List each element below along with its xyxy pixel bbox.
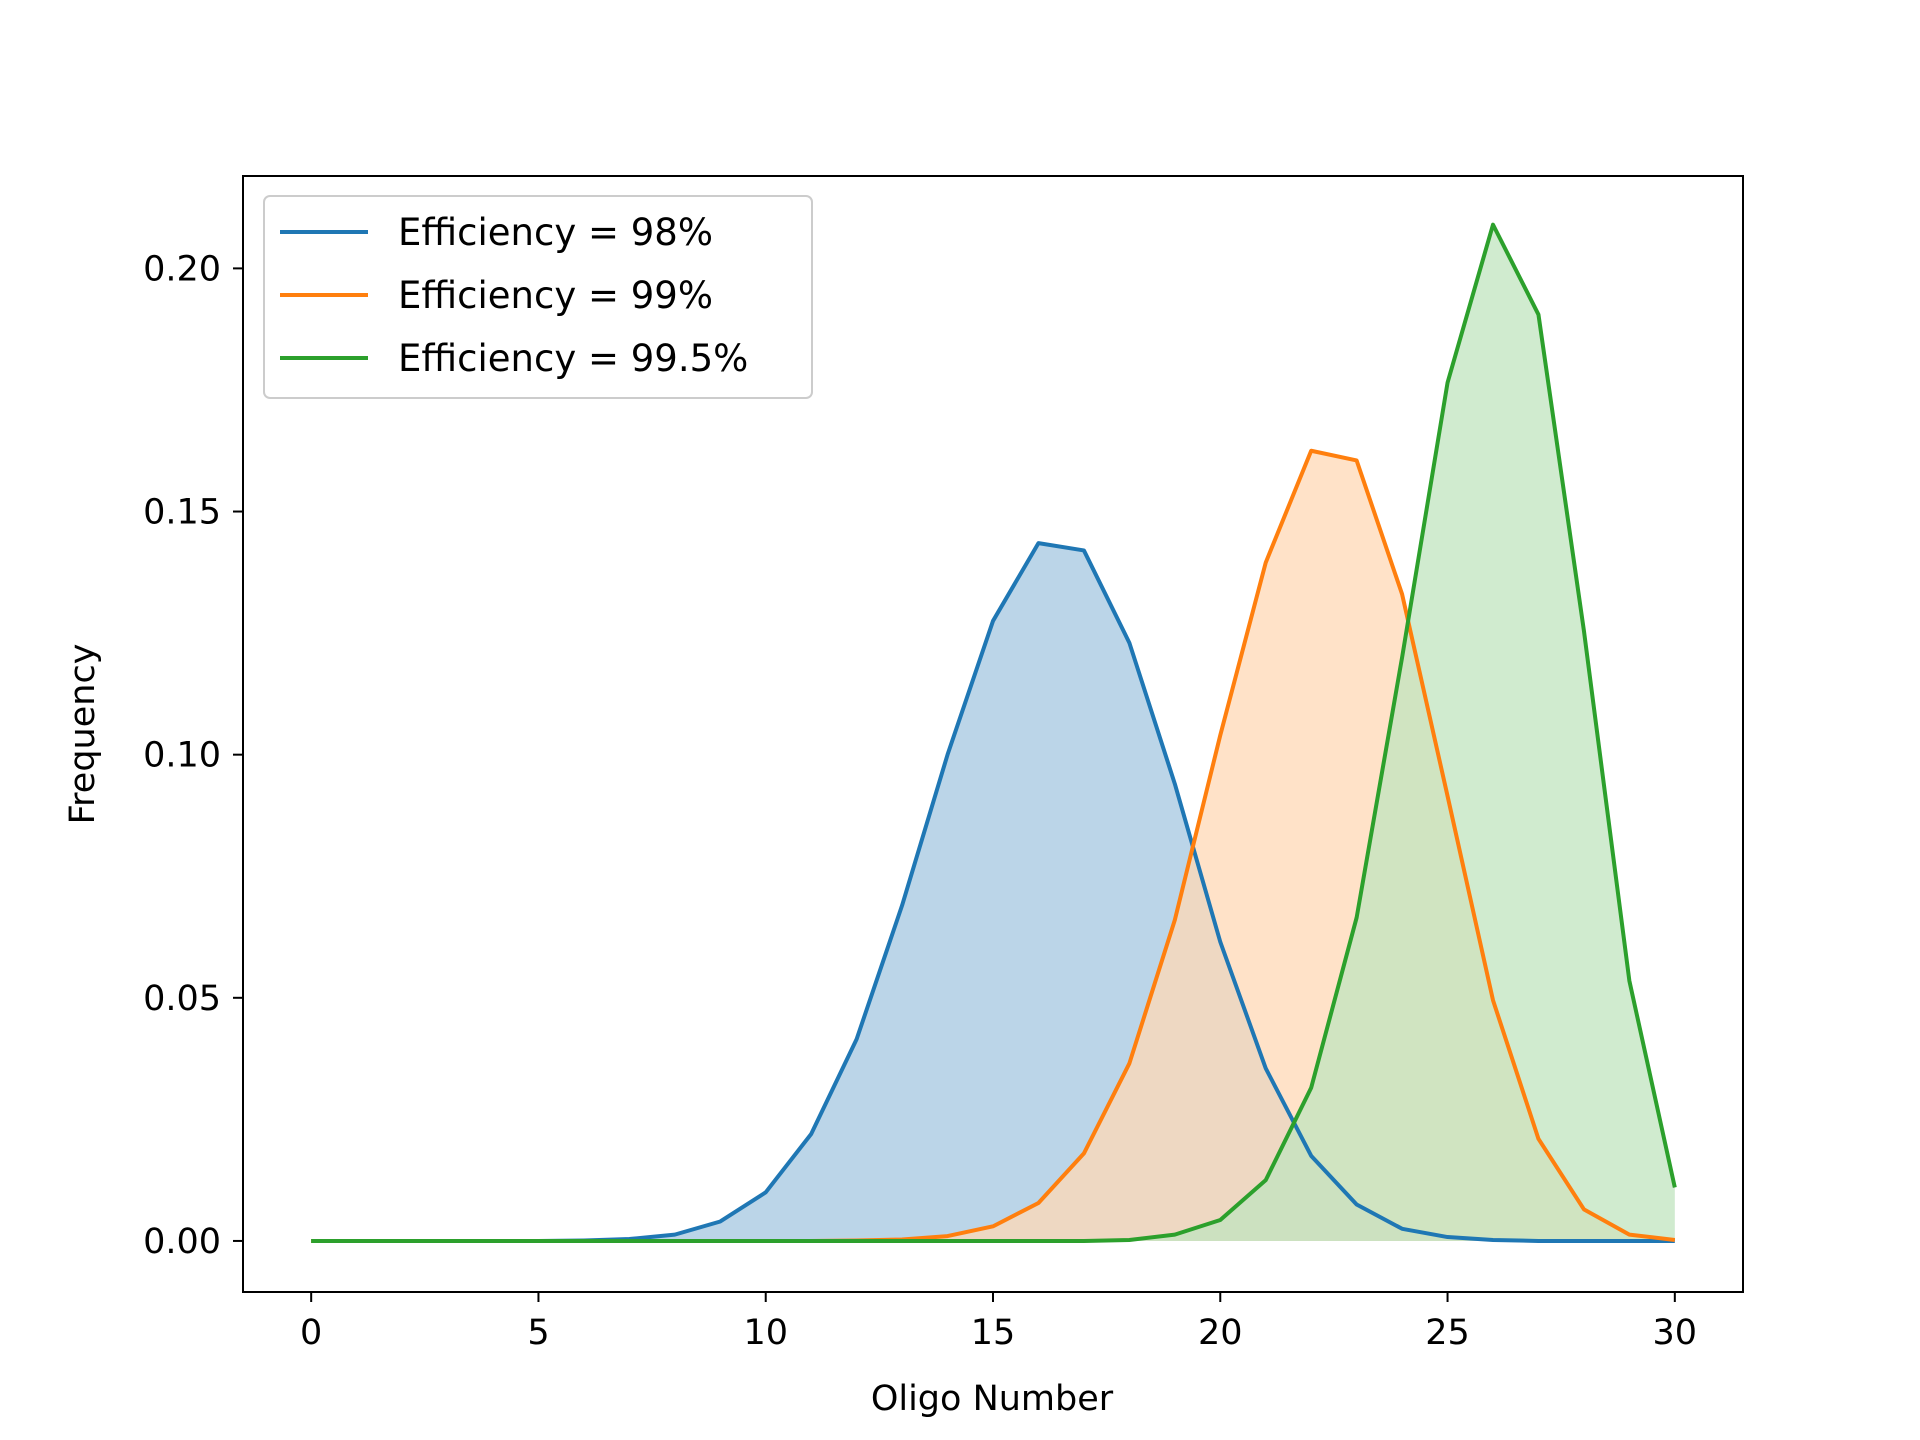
y-tick-label: 0.15 (143, 493, 221, 533)
x-axis-ticks: 0 5 10 15 20 25 30 (300, 1292, 1697, 1353)
x-axis-label: Oligo Number (871, 1379, 1114, 1419)
y-tick-label: 0.20 (143, 249, 221, 289)
legend-entry-efficiency-98: Efficiency = 98% (280, 211, 713, 254)
x-tick-label: 30 (1653, 1313, 1698, 1353)
legend-entry-efficiency-99-5: Efficiency = 99.5% (280, 337, 748, 380)
x-tick-label: 10 (743, 1313, 788, 1353)
x-tick-label: 5 (527, 1313, 549, 1353)
legend-label: Efficiency = 98% (398, 211, 713, 254)
y-axis-label: Frequency (63, 644, 103, 825)
legend-label: Efficiency = 99% (398, 274, 713, 317)
y-tick-label: 0.05 (143, 979, 221, 1019)
legend-label: Efficiency = 99.5% (398, 337, 748, 380)
legend-entry-efficiency-99: Efficiency = 99% (280, 274, 713, 317)
y-axis-ticks: 0.00 0.05 0.10 0.15 0.20 (143, 249, 243, 1262)
series-fill-efficiency-98 (311, 543, 1675, 1241)
legend-frame (263, 195, 813, 399)
x-tick-label: 20 (1198, 1313, 1243, 1353)
y-tick-label: 0.10 (143, 736, 221, 776)
x-tick-label: 15 (971, 1313, 1016, 1353)
series-line-efficiency-99-5 (311, 222, 1677, 1243)
x-tick-label: 0 (300, 1313, 322, 1353)
y-tick-label: 0.00 (143, 1222, 221, 1262)
legend: Efficiency = 98% Efficiency = 99% Efficien… (263, 195, 813, 399)
x-tick-label: 25 (1425, 1313, 1470, 1353)
series-lines (311, 222, 1677, 1243)
